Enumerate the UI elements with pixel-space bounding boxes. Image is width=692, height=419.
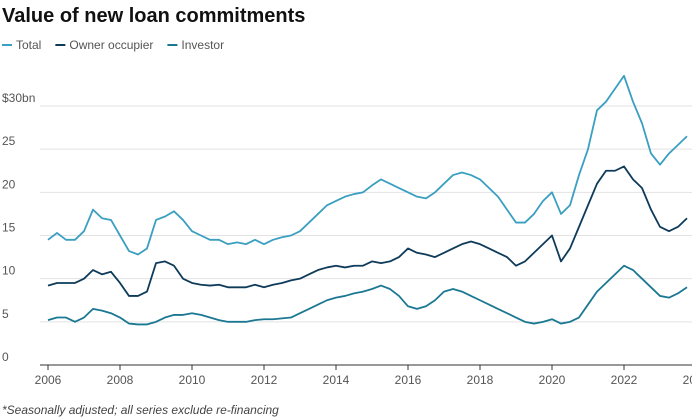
y-tick-label: 25 — [2, 134, 16, 148]
series-line — [47, 74, 688, 256]
x-tick-label: 2022 — [611, 373, 638, 387]
y-tick-label: 0 — [2, 350, 9, 364]
legend-label: Owner occupier — [69, 38, 153, 52]
x-tick-label: 2020 — [539, 373, 566, 387]
x-tick-label: 2006 — [35, 373, 62, 387]
x-tick-label: 2018 — [467, 373, 494, 387]
x-tick-label: 2016 — [395, 373, 422, 387]
y-tick-label: 10 — [2, 264, 16, 278]
x-tick-label: 2024 — [683, 373, 692, 387]
x-tick-label: 2010 — [179, 373, 206, 387]
y-tick-label: 5 — [2, 307, 9, 321]
x-tick-label: 2014 — [323, 373, 350, 387]
y-tick-label: 20 — [2, 177, 16, 191]
x-tick-label: 2008 — [107, 373, 134, 387]
chart-title: Value of new loan commitments — [2, 5, 305, 27]
legend-label: Total — [16, 38, 41, 52]
y-tick-label: 15 — [2, 221, 16, 235]
y-tick-label: $30bn — [2, 91, 35, 105]
footnote: *Seasonally adjusted; all series exclude… — [2, 403, 279, 417]
series-line — [47, 165, 688, 297]
x-tick-label: 2012 — [251, 373, 278, 387]
series-line — [47, 264, 688, 326]
legend-label: Investor — [181, 38, 224, 52]
